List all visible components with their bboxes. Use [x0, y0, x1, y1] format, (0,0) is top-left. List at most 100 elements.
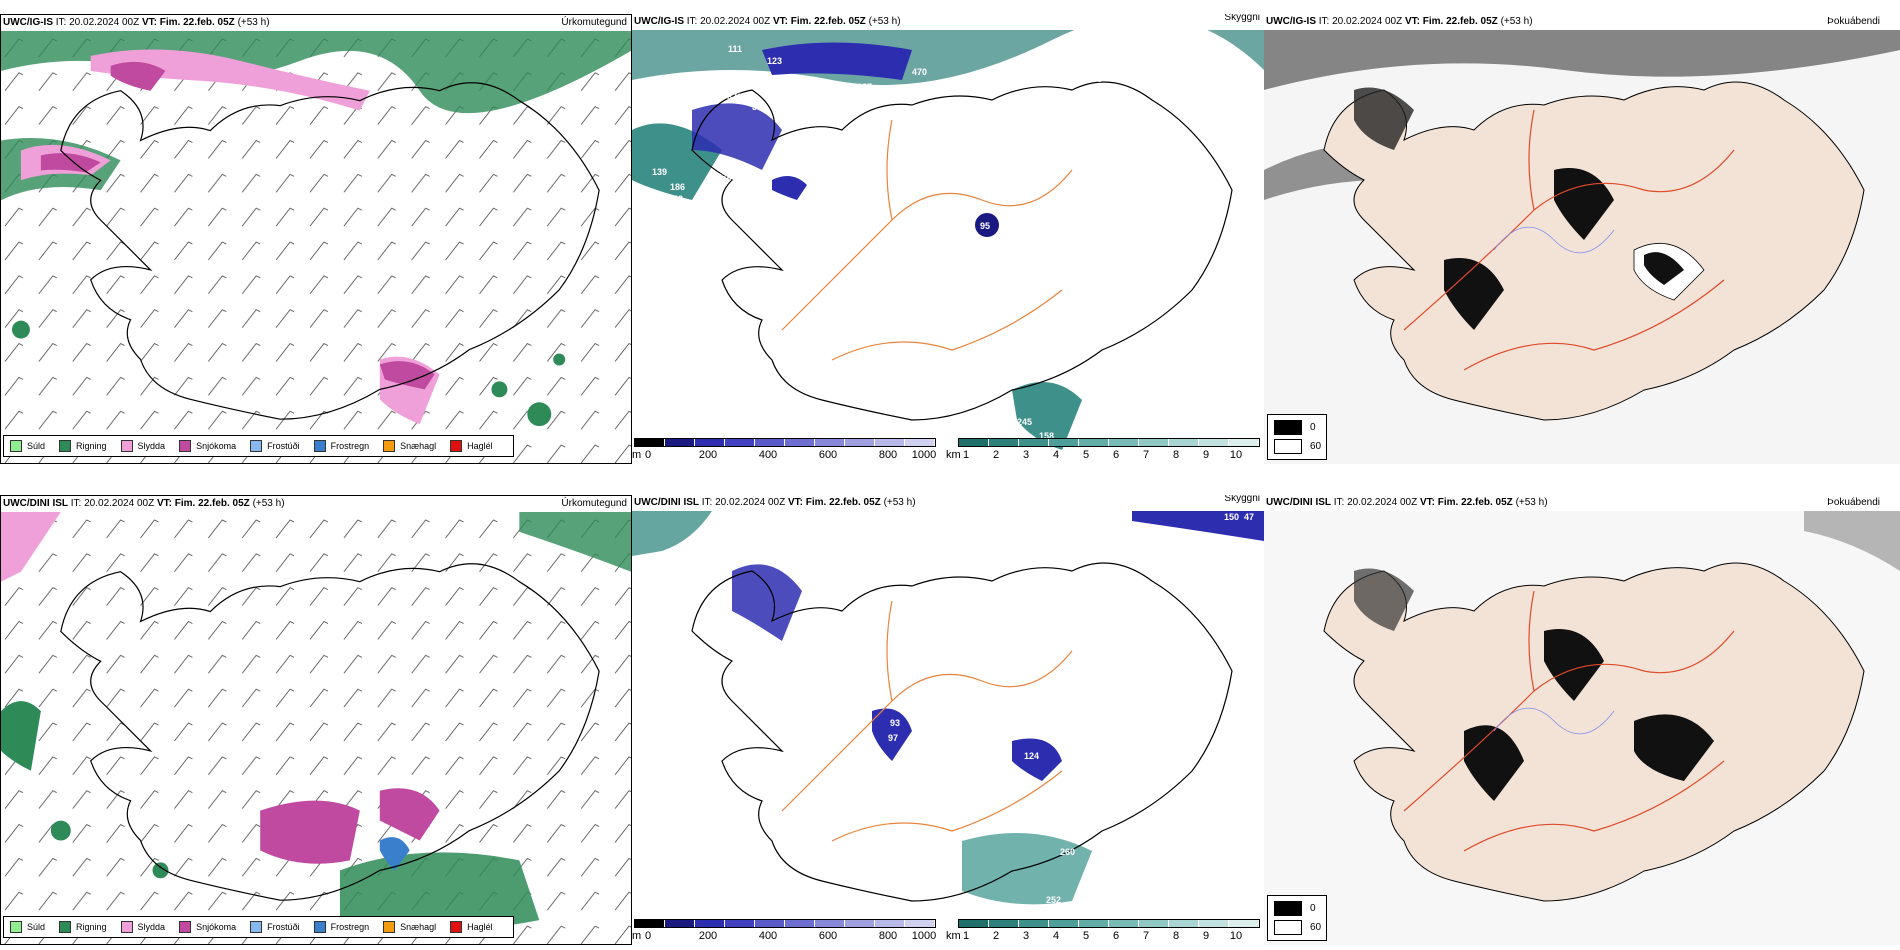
- height-tick: 0: [644, 449, 652, 461]
- km-tick: 5: [1082, 930, 1090, 942]
- km-tick: 5: [1082, 449, 1090, 461]
- legend-swatch: [383, 921, 396, 933]
- height-tick: 1000: [911, 930, 937, 942]
- km-scale: km 1 2 3 4 5 6 7 8 9 10: [946, 919, 1260, 943]
- legend-label: Snæhagl: [400, 441, 437, 451]
- legend-swatch: [383, 440, 396, 452]
- legend-item: Snjókoma: [179, 921, 236, 933]
- cloud-label: 150: [1224, 512, 1239, 522]
- height-unit: m: [632, 930, 642, 942]
- precip-map[interactable]: [1, 31, 631, 463]
- legend-label: Frostregn: [330, 441, 370, 451]
- cloud-label: 260: [1060, 847, 1075, 857]
- panel-title: Úrkomutegund: [561, 17, 627, 28]
- cloud-label: 123: [767, 56, 782, 66]
- cloud-labels: 150 47 188 93 97 124 382 436 260 252 330…: [644, 512, 1254, 905]
- cloud-label: 83: [737, 177, 747, 187]
- fog-key-white: 60: [1274, 920, 1321, 935]
- legend-swatch: [450, 921, 463, 933]
- height-scale-bar: [634, 438, 936, 447]
- it-value: 20.02.2024 00Z: [1347, 497, 1418, 508]
- legend-label: Snjókoma: [196, 441, 237, 451]
- fog-key-label: 60: [1310, 441, 1322, 452]
- model-name: UWC/IG-IS: [1266, 16, 1316, 27]
- legend-swatch: [59, 440, 72, 452]
- legend-label: Haglél: [467, 441, 493, 451]
- model-name: UWC/IG-IS: [634, 16, 684, 27]
- fog-key-label: 0: [1310, 422, 1316, 433]
- precip-legend: Súld Rigning Slydda Snjókoma Frostúði Fr…: [3, 435, 514, 457]
- lead-time: (+53 h): [237, 17, 270, 28]
- fog-key-label: 60: [1310, 922, 1322, 933]
- fog-map[interactable]: [1264, 511, 1900, 945]
- height-tick: 800: [878, 930, 898, 942]
- cloud-base-map[interactable]: 111 123 126 679 376 127 320 470 237 140 …: [632, 30, 1264, 464]
- height-tick: 800: [878, 449, 898, 461]
- height-tick: 600: [818, 449, 838, 461]
- cloud-label: 679: [727, 92, 742, 102]
- legend-swatch: [120, 921, 133, 933]
- legend-label: Frostregn: [330, 922, 370, 932]
- it-value: 20.02.2024 00Z: [700, 16, 771, 27]
- cloud-base-map[interactable]: 150 47 188 93 97 124 382 436 260 252 330…: [632, 511, 1264, 945]
- it-value: 20.02.2024 00Z: [84, 498, 155, 509]
- height-tick: 200: [698, 930, 718, 942]
- legend-item: Haglél: [450, 440, 493, 452]
- cloud-label: 151: [992, 643, 1007, 653]
- legend-label: Slydda: [137, 922, 166, 932]
- cloud-label: 186: [670, 182, 685, 192]
- height-tick: 600: [818, 930, 838, 942]
- panel-title: Skyggni: [1224, 14, 1260, 23]
- legend-item: Haglél: [450, 921, 493, 933]
- vt-label: VT:: [1404, 16, 1420, 27]
- cloud-label: 274: [717, 172, 732, 182]
- vt-value: Fim. 22.feb. 05Z: [159, 17, 235, 28]
- cloud-label: 165: [1122, 74, 1137, 84]
- lead-time: (+53 h): [1515, 497, 1548, 508]
- fog-key: 0 60: [1267, 895, 1327, 941]
- vt-value: Fim. 22.feb. 05Z: [1437, 497, 1513, 508]
- panel-header: UWC/DINI ISL IT: 20.02.2024 00Z VT: Fim.…: [1, 496, 631, 512]
- cloud-label: 124: [1024, 751, 1039, 761]
- km-tick: 8: [1172, 449, 1180, 461]
- legend-item: Súld: [10, 440, 45, 452]
- cloud-label: 942: [668, 194, 683, 204]
- cloud-label: 140: [1052, 72, 1067, 82]
- legend-item: Frostúði: [250, 440, 300, 452]
- cloud-base-panel-row2: UWC/DINI ISL IT: 20.02.2024 00Z VT: Fim.…: [632, 495, 1264, 945]
- fog-key-black: 0: [1274, 420, 1316, 435]
- model-name: UWC/DINI ISL: [634, 497, 699, 508]
- precip-type-panel-row1: UWC/IG-IS IT: 20.02.2024 00Z VT: Fim. 22…: [0, 14, 632, 464]
- legend-item: Frostúði: [250, 921, 300, 933]
- legend-label: Súld: [27, 441, 46, 451]
- km-tick: 1: [962, 449, 970, 461]
- legend-label: Slydda: [137, 441, 166, 451]
- km-tick: 10: [1229, 930, 1243, 942]
- cloud-label: 93: [890, 718, 900, 728]
- fog-map[interactable]: [1264, 30, 1900, 464]
- precip-map[interactable]: [1, 512, 631, 944]
- km-unit: km: [946, 449, 961, 461]
- legend-swatch: [313, 440, 326, 452]
- km-tick: 1: [962, 930, 970, 942]
- cloud-label: 126: [712, 72, 727, 82]
- model-name: UWC/DINI ISL: [1266, 497, 1331, 508]
- height-tick: 400: [758, 449, 778, 461]
- km-tick: 3: [1022, 449, 1030, 461]
- cloud-label: 112: [817, 689, 832, 699]
- height-scale: m 0 200 400 600 800 1000: [632, 919, 937, 943]
- cloud-label: 320: [882, 92, 897, 102]
- km-scale-bar: [958, 438, 1260, 447]
- cloud-label: 222: [777, 154, 792, 164]
- legend-swatch: [179, 440, 192, 452]
- panel-title: Þokuábendi: [1827, 497, 1880, 508]
- km-tick: 7: [1142, 449, 1150, 461]
- fog-key-label: 0: [1310, 903, 1316, 914]
- vt-label: VT:: [787, 497, 803, 508]
- km-tick: 6: [1112, 449, 1120, 461]
- km-tick: 2: [992, 930, 1000, 942]
- cloud-label: 245: [1017, 417, 1032, 427]
- legend-label: Frostúði: [267, 441, 300, 451]
- cloud-label: 80: [1037, 112, 1047, 122]
- cloud-label: 241: [912, 312, 927, 322]
